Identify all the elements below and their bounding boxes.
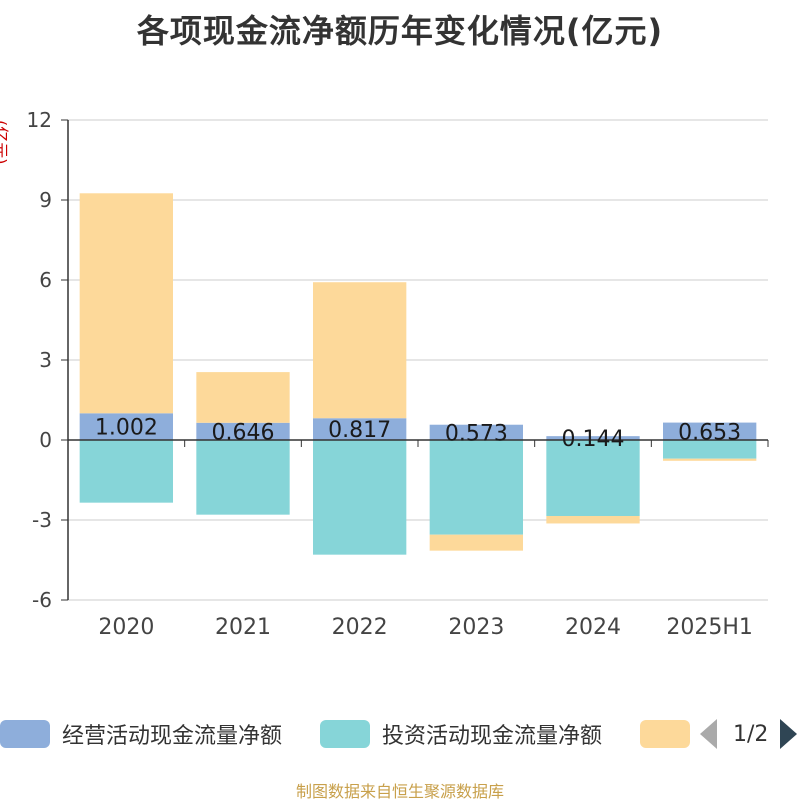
chart-title: 各项现金流净额历年变化情况(亿元) <box>136 12 664 50</box>
x-tick-label: 2025H1 <box>666 615 753 640</box>
bar-operating <box>79 413 173 440</box>
bar-third <box>313 282 407 419</box>
legend-label-operating: 经营活动现金流量净额 <box>62 724 283 749</box>
x-tick-label: 2024 <box>565 615 621 640</box>
pager-prev-icon[interactable] <box>700 719 717 749</box>
legend-item-investing[interactable]: 投资活动现金流量净额 <box>320 716 602 752</box>
bar-investing <box>546 440 640 516</box>
bar-investing <box>196 440 290 515</box>
y-tick-label: -3 <box>32 508 52 532</box>
bar-third <box>546 516 640 524</box>
legend-swatch-third <box>640 720 690 748</box>
bar-third <box>663 458 757 461</box>
data-label: 0.144 <box>562 427 625 452</box>
bar-third <box>429 534 523 551</box>
pager-next-icon[interactable] <box>780 719 798 749</box>
legend-swatch-operating <box>0 720 50 748</box>
data-label: 0.573 <box>445 421 508 446</box>
data-label: 0.653 <box>678 420 741 445</box>
bar-third <box>196 372 290 423</box>
legend-item-third[interactable] <box>640 716 690 752</box>
x-tick-label: 2022 <box>332 615 388 640</box>
bar-operating <box>663 422 757 440</box>
bar-investing <box>79 440 173 503</box>
legend: 经营活动现金流量净额 投资活动现金流量净额 <box>0 716 800 756</box>
legend-item-operating[interactable]: 经营活动现金流量净额 <box>0 716 282 752</box>
bar-investing <box>313 440 407 555</box>
y-tick-label: 0 <box>39 428 52 452</box>
data-label: 0.817 <box>328 418 391 443</box>
legend-label-investing: 投资活动现金流量净额 <box>382 724 603 749</box>
pager-text: 1/2 <box>733 721 769 747</box>
bar-operating <box>196 422 290 440</box>
data-label: 0.646 <box>212 420 275 445</box>
x-tick-label: 2023 <box>448 615 504 640</box>
data-label: 1.002 <box>95 416 158 441</box>
bar-investing <box>663 440 757 459</box>
x-tick-label: 2021 <box>215 615 271 640</box>
x-tick-label: 2020 <box>98 615 154 640</box>
bar-operating <box>546 436 640 440</box>
source-note: 制图数据来自恒生聚源数据库 <box>295 782 504 801</box>
y-tick-label: 3 <box>39 348 52 372</box>
bar-operating <box>429 424 523 440</box>
bar-third <box>79 193 173 414</box>
y-tick-label: 6 <box>39 268 52 292</box>
legend-pager: 1/2 <box>700 716 798 752</box>
bar-operating <box>313 418 407 440</box>
y-tick-label: -6 <box>32 588 52 612</box>
y-tick-label: 9 <box>39 188 52 212</box>
bar-investing <box>429 440 523 535</box>
legend-swatch-investing <box>320 720 370 748</box>
y-tick-label: 12 <box>27 108 52 132</box>
